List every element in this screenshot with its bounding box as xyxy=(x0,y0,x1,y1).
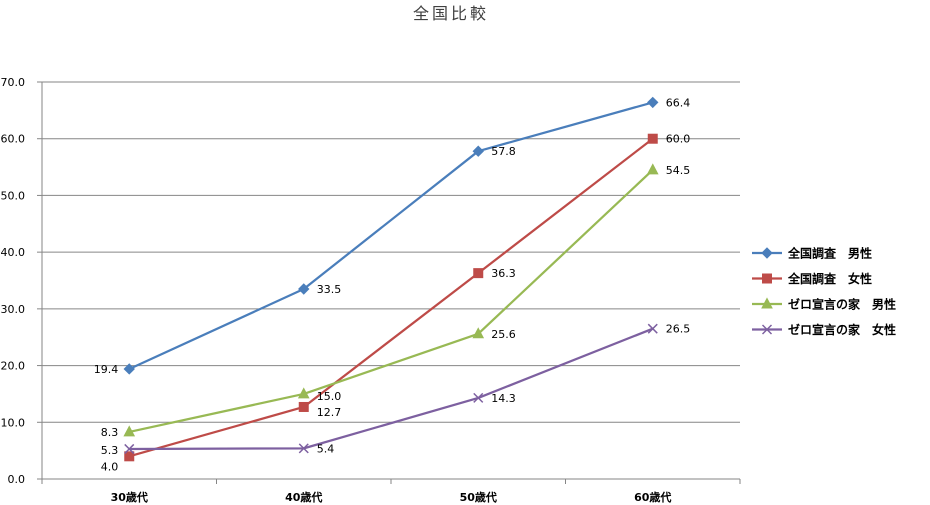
legend-item: 全国調査 男性 xyxy=(752,246,872,261)
data-label: 66.4 xyxy=(666,96,691,109)
y-tick-label: 20.0 xyxy=(1,360,26,373)
data-point xyxy=(762,273,772,284)
data-label: 60.0 xyxy=(666,133,691,146)
data-label: 4.0 xyxy=(101,460,119,473)
data-point xyxy=(298,401,309,412)
axes: 0.0 10.0 20.0 30.0 40.0 50.0 60.0 70.0 30歳代 40歳代 5… xyxy=(1,76,741,504)
data-label: 5.4 xyxy=(317,442,335,455)
data-point xyxy=(473,392,484,403)
data-label: 14.3 xyxy=(491,392,516,405)
data-label: 57.8 xyxy=(491,145,516,158)
data-point xyxy=(646,163,659,175)
legend-label: 全国調査 女性 xyxy=(787,271,872,286)
series-line xyxy=(128,137,654,458)
grid-lines xyxy=(42,81,740,423)
legend-item: 全国調査 女性 xyxy=(752,271,872,286)
y-tick-label: 40.0 xyxy=(1,246,26,259)
series-line xyxy=(128,101,654,370)
legend-item: ゼロ宣言の家 女性 xyxy=(752,322,896,337)
x-marker-stroke xyxy=(761,324,773,335)
y-tick-label: 50.0 xyxy=(1,189,26,202)
data-point xyxy=(472,145,484,157)
series-line xyxy=(129,327,654,451)
data-point xyxy=(473,268,484,279)
x-marker-stroke xyxy=(298,443,309,454)
data-labels: 19.4 33.5 57.8 66.4 4.0 12.7 36.3 60.0 8.3 15.0 25… xyxy=(94,96,691,473)
data-point xyxy=(647,323,658,334)
data-point xyxy=(761,324,773,335)
x-tick-label: 60歳代 xyxy=(634,490,671,504)
legend-label: 全国調査 男性 xyxy=(787,246,872,261)
data-point xyxy=(123,363,135,375)
data-label: 25.6 xyxy=(491,328,516,341)
y-tick-label: 10.0 xyxy=(1,416,26,429)
chart-title: 全国比較 xyxy=(413,4,489,23)
data-point xyxy=(124,451,135,462)
data-label: 19.4 xyxy=(94,363,119,376)
x-marker-stroke xyxy=(473,392,484,403)
data-point xyxy=(297,387,310,399)
data-label: 8.3 xyxy=(101,426,119,439)
data-point xyxy=(647,133,658,144)
data-label: 54.5 xyxy=(666,164,691,177)
data-point xyxy=(298,443,309,454)
legend-label: ゼロ宣言の家 女性 xyxy=(788,322,896,337)
data-label: 5.3 xyxy=(101,444,119,457)
data-label: 26.5 xyxy=(666,323,691,336)
y-tick-label: 60.0 xyxy=(1,133,26,146)
y-tick-label: 0.0 xyxy=(8,473,26,486)
data-label: 36.3 xyxy=(491,267,516,280)
data-label: 33.5 xyxy=(317,283,342,296)
data-point xyxy=(761,247,773,259)
x-marker-stroke xyxy=(124,443,135,454)
data-point xyxy=(647,96,659,109)
x-marker-stroke xyxy=(647,323,658,334)
data-point xyxy=(472,327,485,339)
data-label: 15.0 xyxy=(317,390,342,403)
x-tick-label: 50歳代 xyxy=(460,490,497,504)
y-tick-label: 70.0 xyxy=(1,76,26,89)
series-line xyxy=(129,169,654,434)
data-point xyxy=(761,297,773,309)
data-point xyxy=(123,425,136,437)
legend-item: ゼロ宣言の家 男性 xyxy=(752,297,896,312)
data-label: 12.7 xyxy=(317,406,342,419)
x-tick-label: 30歳代 xyxy=(111,490,148,504)
y-tick-label: 30.0 xyxy=(1,303,26,316)
data-point xyxy=(298,283,310,295)
legend-label: ゼロ宣言の家 男性 xyxy=(788,297,896,312)
series-group xyxy=(123,96,659,462)
x-tick-label: 40歳代 xyxy=(285,490,322,504)
data-point xyxy=(124,443,135,454)
